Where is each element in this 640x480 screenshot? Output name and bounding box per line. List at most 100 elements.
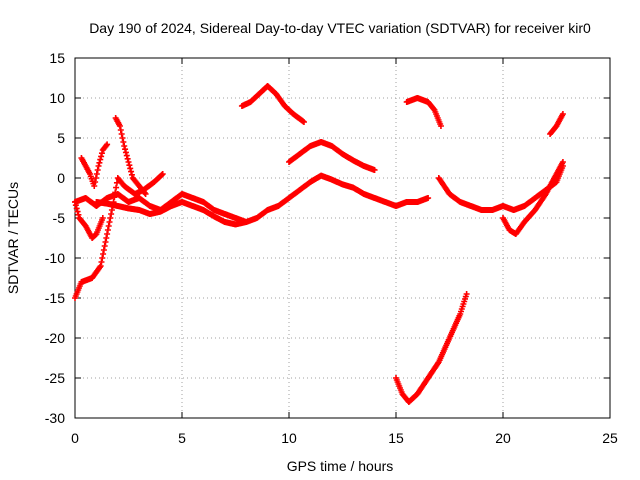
data-point	[98, 150, 105, 157]
y-tick-label: 10	[49, 90, 65, 106]
data-point	[125, 159, 132, 165]
x-tick-label: 5	[178, 430, 186, 446]
series-arc-15to18-dip	[393, 291, 470, 405]
y-axis-label: SDTVAR / TECUs	[5, 182, 21, 294]
data-point	[559, 111, 566, 117]
y-tick-label: -10	[45, 250, 65, 266]
series-arc-0to1-hump	[78, 141, 111, 189]
data-point	[109, 203, 116, 209]
data-point	[96, 159, 103, 166]
data-point	[124, 155, 131, 162]
y-axis: -30 -25 -20 -15 -10 -5 0 5 10 15	[45, 50, 610, 426]
data-point	[100, 251, 107, 257]
data-point	[106, 219, 113, 225]
series-arc-early-high	[72, 171, 166, 301]
data-point	[95, 163, 102, 169]
x-axis-label: GPS time / hours	[287, 458, 394, 474]
data-point	[74, 208, 81, 215]
data-point	[72, 199, 78, 205]
data-point	[159, 171, 166, 177]
data-point	[128, 168, 135, 175]
data-point	[97, 156, 104, 163]
y-tick-label: 5	[57, 130, 65, 146]
data-point	[101, 243, 108, 249]
x-axis: 0 5 10 15 20 25	[71, 58, 618, 446]
plot-frame	[74, 57, 611, 419]
data-point	[75, 211, 82, 218]
data-point	[121, 143, 128, 149]
data-point	[93, 171, 100, 177]
data-point	[371, 167, 378, 173]
data-point	[116, 123, 123, 129]
y-tick-label: -5	[53, 210, 66, 226]
data-point	[119, 135, 126, 141]
data-point	[98, 153, 105, 160]
data-point	[111, 194, 118, 201]
data-point	[463, 291, 470, 297]
data-point	[105, 223, 112, 229]
data-point	[97, 263, 104, 269]
data-point	[118, 131, 125, 137]
x-tick-label: 10	[281, 430, 297, 446]
series-arc-17to21-band	[435, 163, 566, 213]
data-point	[110, 199, 117, 205]
y-tick-label: 0	[57, 170, 65, 186]
y-tick-label: -15	[45, 290, 65, 306]
data-point	[127, 165, 134, 172]
x-tick-label: 0	[71, 430, 79, 446]
data-point	[128, 171, 135, 178]
data-point	[141, 189, 148, 196]
y-tick-label: -25	[45, 370, 65, 386]
series-arc-2h-spike	[112, 115, 149, 197]
series-group	[72, 83, 566, 405]
data-point	[91, 183, 98, 189]
series-arc-8to10-peak	[238, 83, 307, 125]
y-tick-label: -20	[45, 330, 65, 346]
series-arc-lower-band	[93, 199, 250, 228]
data-point	[98, 259, 105, 265]
data-point	[107, 215, 114, 221]
x-tick-label: 25	[602, 430, 618, 446]
data-point	[94, 167, 101, 173]
series-arc-22to23-rise	[547, 111, 566, 137]
data-point	[108, 211, 115, 217]
series-arc-main-band	[72, 172, 432, 225]
data-point	[425, 195, 432, 201]
data-point	[243, 219, 250, 225]
data-point	[92, 175, 99, 181]
grid	[75, 58, 610, 418]
series-arc-early-lower	[72, 199, 106, 241]
data-point	[103, 235, 110, 241]
data-point	[104, 141, 111, 148]
data-point	[112, 189, 119, 196]
data-point	[102, 239, 109, 245]
data-point	[123, 152, 130, 159]
data-point	[100, 247, 107, 253]
data-point	[117, 127, 124, 133]
data-point	[99, 255, 106, 261]
data-point	[113, 184, 120, 191]
data-point	[72, 202, 79, 209]
data-point	[122, 149, 129, 156]
data-point	[99, 215, 106, 221]
data-point	[142, 191, 149, 197]
chart-title: Day 190 of 2024, Sidereal Day-to-day VTE…	[89, 20, 591, 36]
series-arc-20to22-dip	[500, 159, 566, 237]
data-point	[120, 139, 127, 145]
x-tick-label: 20	[495, 430, 511, 446]
y-tick-label: 15	[49, 50, 65, 66]
series-arc-10to14-peak	[286, 139, 378, 173]
data-point	[104, 231, 111, 237]
data-point	[559, 159, 566, 165]
data-point	[126, 162, 133, 169]
data-point	[92, 179, 99, 185]
data-point	[122, 146, 129, 153]
data-point	[104, 227, 111, 233]
data-point	[73, 205, 80, 212]
x-tick-label: 15	[388, 430, 404, 446]
data-point	[300, 119, 307, 125]
data-point	[437, 123, 444, 129]
y-tick-label: -30	[45, 410, 65, 426]
data-point	[103, 142, 110, 149]
